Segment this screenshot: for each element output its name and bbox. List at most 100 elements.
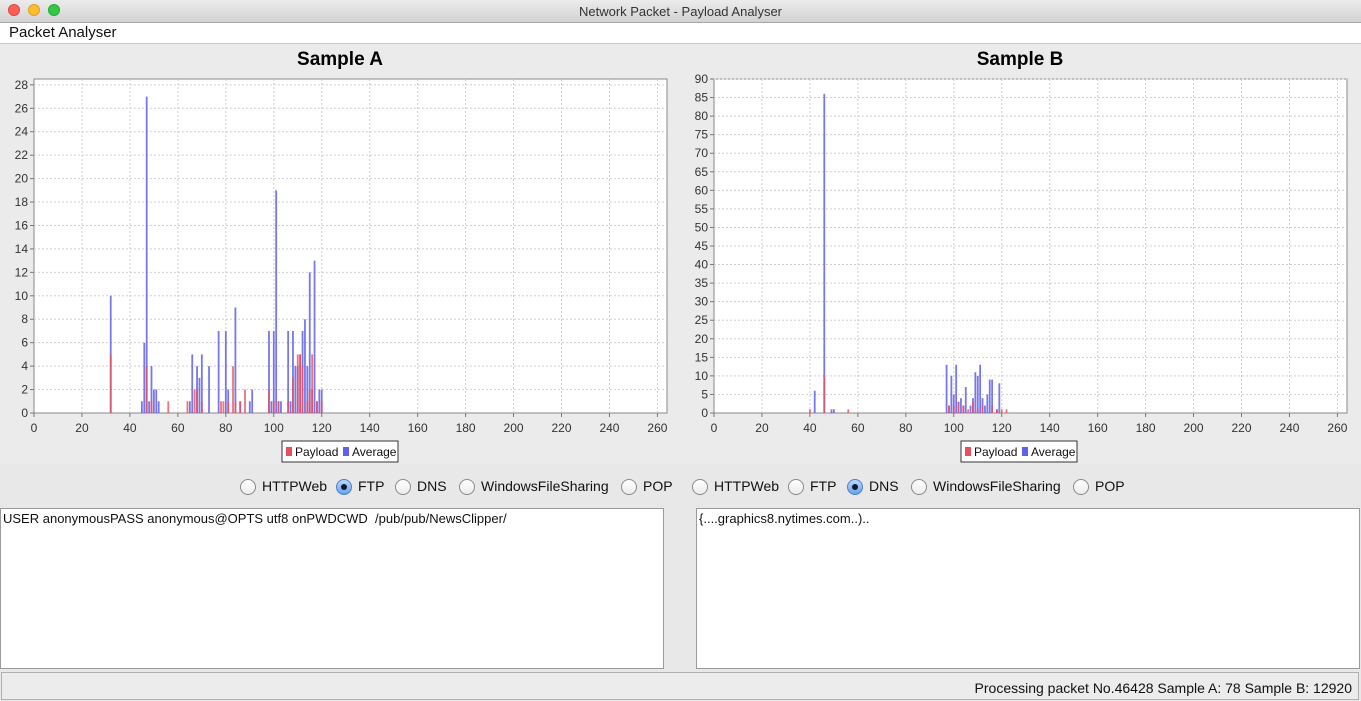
payload-bar xyxy=(847,409,850,413)
payload-bar xyxy=(167,401,170,413)
payload-bar xyxy=(268,389,270,413)
payload-bar xyxy=(1005,409,1008,413)
payload-bar xyxy=(222,401,225,413)
average-bar xyxy=(988,379,991,413)
radio-button[interactable] xyxy=(692,479,708,495)
plot-area xyxy=(33,78,668,414)
average-bar xyxy=(823,93,826,413)
y-tick-label: 5 xyxy=(701,387,708,401)
y-tick-label: 85 xyxy=(695,91,709,105)
average-bar xyxy=(955,364,958,413)
y-tick-label: 40 xyxy=(695,258,709,272)
legend-label-average: Average xyxy=(1031,445,1076,459)
x-tick-label: 200 xyxy=(1184,421,1204,435)
sample-a-protocol-selector: HTTPWeb FTP DNS WindowsFileSharing POP xyxy=(240,477,680,497)
payload-bar xyxy=(962,405,965,413)
menu-bar: Packet Analyser xyxy=(0,23,1361,44)
status-bar: Processing packet No.46428 Sample A: 78 … xyxy=(1,672,1359,700)
y-tick-label: 50 xyxy=(695,220,709,234)
average-bar xyxy=(813,390,816,413)
average-bar xyxy=(270,401,273,413)
average-bar xyxy=(964,387,967,413)
zoom-window-button[interactable] xyxy=(48,4,60,16)
payload-bar xyxy=(320,401,323,413)
minimize-window-button[interactable] xyxy=(28,4,40,16)
radio-button[interactable] xyxy=(240,479,256,495)
sample-a-payload-textarea[interactable]: USER anonymousPASS anonymous@OPTS utf8 o… xyxy=(0,508,664,669)
window-title: Network Packet - Payload Analyser xyxy=(578,4,783,19)
radio-button[interactable] xyxy=(911,479,927,495)
payload-bar xyxy=(316,401,318,413)
close-window-button[interactable] xyxy=(8,4,20,16)
y-tick-label: 16 xyxy=(15,218,29,232)
payload-bar xyxy=(296,354,299,413)
average-bar xyxy=(998,383,1001,413)
x-tick-label: 180 xyxy=(456,421,476,435)
radio-button[interactable] xyxy=(1073,479,1089,495)
average-bar xyxy=(150,366,153,413)
payload-bar xyxy=(150,401,153,413)
legend-swatch-payload xyxy=(965,447,971,456)
payload-bar xyxy=(991,405,994,413)
payload-bar xyxy=(311,354,314,413)
y-tick-label: 8 xyxy=(21,312,28,326)
average-bar xyxy=(306,366,309,413)
average-bar xyxy=(155,389,158,413)
radio-button[interactable] xyxy=(847,479,863,495)
average-bar xyxy=(234,307,237,413)
radio-label: FTP xyxy=(358,478,385,494)
x-tick-label: 240 xyxy=(599,421,619,435)
average-bar xyxy=(188,401,191,413)
y-tick-label: 75 xyxy=(695,128,709,142)
average-bar xyxy=(208,366,210,413)
payload-bar xyxy=(186,401,189,413)
payload-bar xyxy=(220,401,222,413)
average-bar xyxy=(191,354,194,413)
radio-button[interactable] xyxy=(336,479,352,495)
average-bar xyxy=(976,375,979,413)
y-tick-label: 60 xyxy=(695,183,709,197)
average-bar xyxy=(950,375,953,413)
radio-button[interactable] xyxy=(621,479,637,495)
average-bar xyxy=(152,389,155,413)
radio-label: HTTPWeb xyxy=(714,478,780,494)
menu-packet-analyser[interactable]: Packet Analyser xyxy=(9,24,117,41)
y-tick-label: 4 xyxy=(21,359,28,373)
y-tick-label: 24 xyxy=(15,125,29,139)
x-tick-label: 140 xyxy=(360,421,380,435)
sample-b-payload-textarea[interactable]: {....graphics8.nytimes.com..).. xyxy=(696,508,1360,669)
sample-b-chart: Sample B0 20 40 60 80 100 120 140 160 180 200 220 24… xyxy=(695,49,1348,463)
y-tick-label: 0 xyxy=(21,406,28,420)
chart-legend xyxy=(281,440,399,463)
y-tick-label: 18 xyxy=(15,195,29,209)
radio-label: POP xyxy=(643,478,673,494)
y-tick-label: 2 xyxy=(21,383,28,397)
x-tick-label: 0 xyxy=(31,421,38,435)
legend-swatch-average xyxy=(343,447,349,456)
payload-bar xyxy=(109,354,112,413)
average-bar xyxy=(830,409,833,413)
legend-swatch-average xyxy=(1022,447,1028,456)
payload-bar xyxy=(301,366,304,413)
payload-bar xyxy=(234,401,237,413)
x-tick-label: 200 xyxy=(504,421,524,435)
radio-button[interactable] xyxy=(395,479,411,495)
x-tick-label: 80 xyxy=(899,421,913,435)
y-tick-label: 14 xyxy=(15,242,29,256)
average-bar xyxy=(145,96,148,413)
y-tick-label: 25 xyxy=(695,313,709,327)
average-bar xyxy=(140,401,143,413)
average-bar xyxy=(287,330,290,413)
average-bar xyxy=(157,401,160,413)
average-bar xyxy=(280,401,282,413)
payload-bar xyxy=(244,389,246,413)
x-tick-label: 0 xyxy=(711,421,718,435)
x-tick-label: 120 xyxy=(992,421,1012,435)
average-bar xyxy=(148,401,150,413)
radio-button[interactable] xyxy=(788,479,804,495)
payload-bar xyxy=(292,377,294,413)
average-bar xyxy=(251,389,254,413)
x-tick-label: 100 xyxy=(264,421,284,435)
payload-bar xyxy=(948,405,950,413)
radio-button[interactable] xyxy=(459,479,475,495)
